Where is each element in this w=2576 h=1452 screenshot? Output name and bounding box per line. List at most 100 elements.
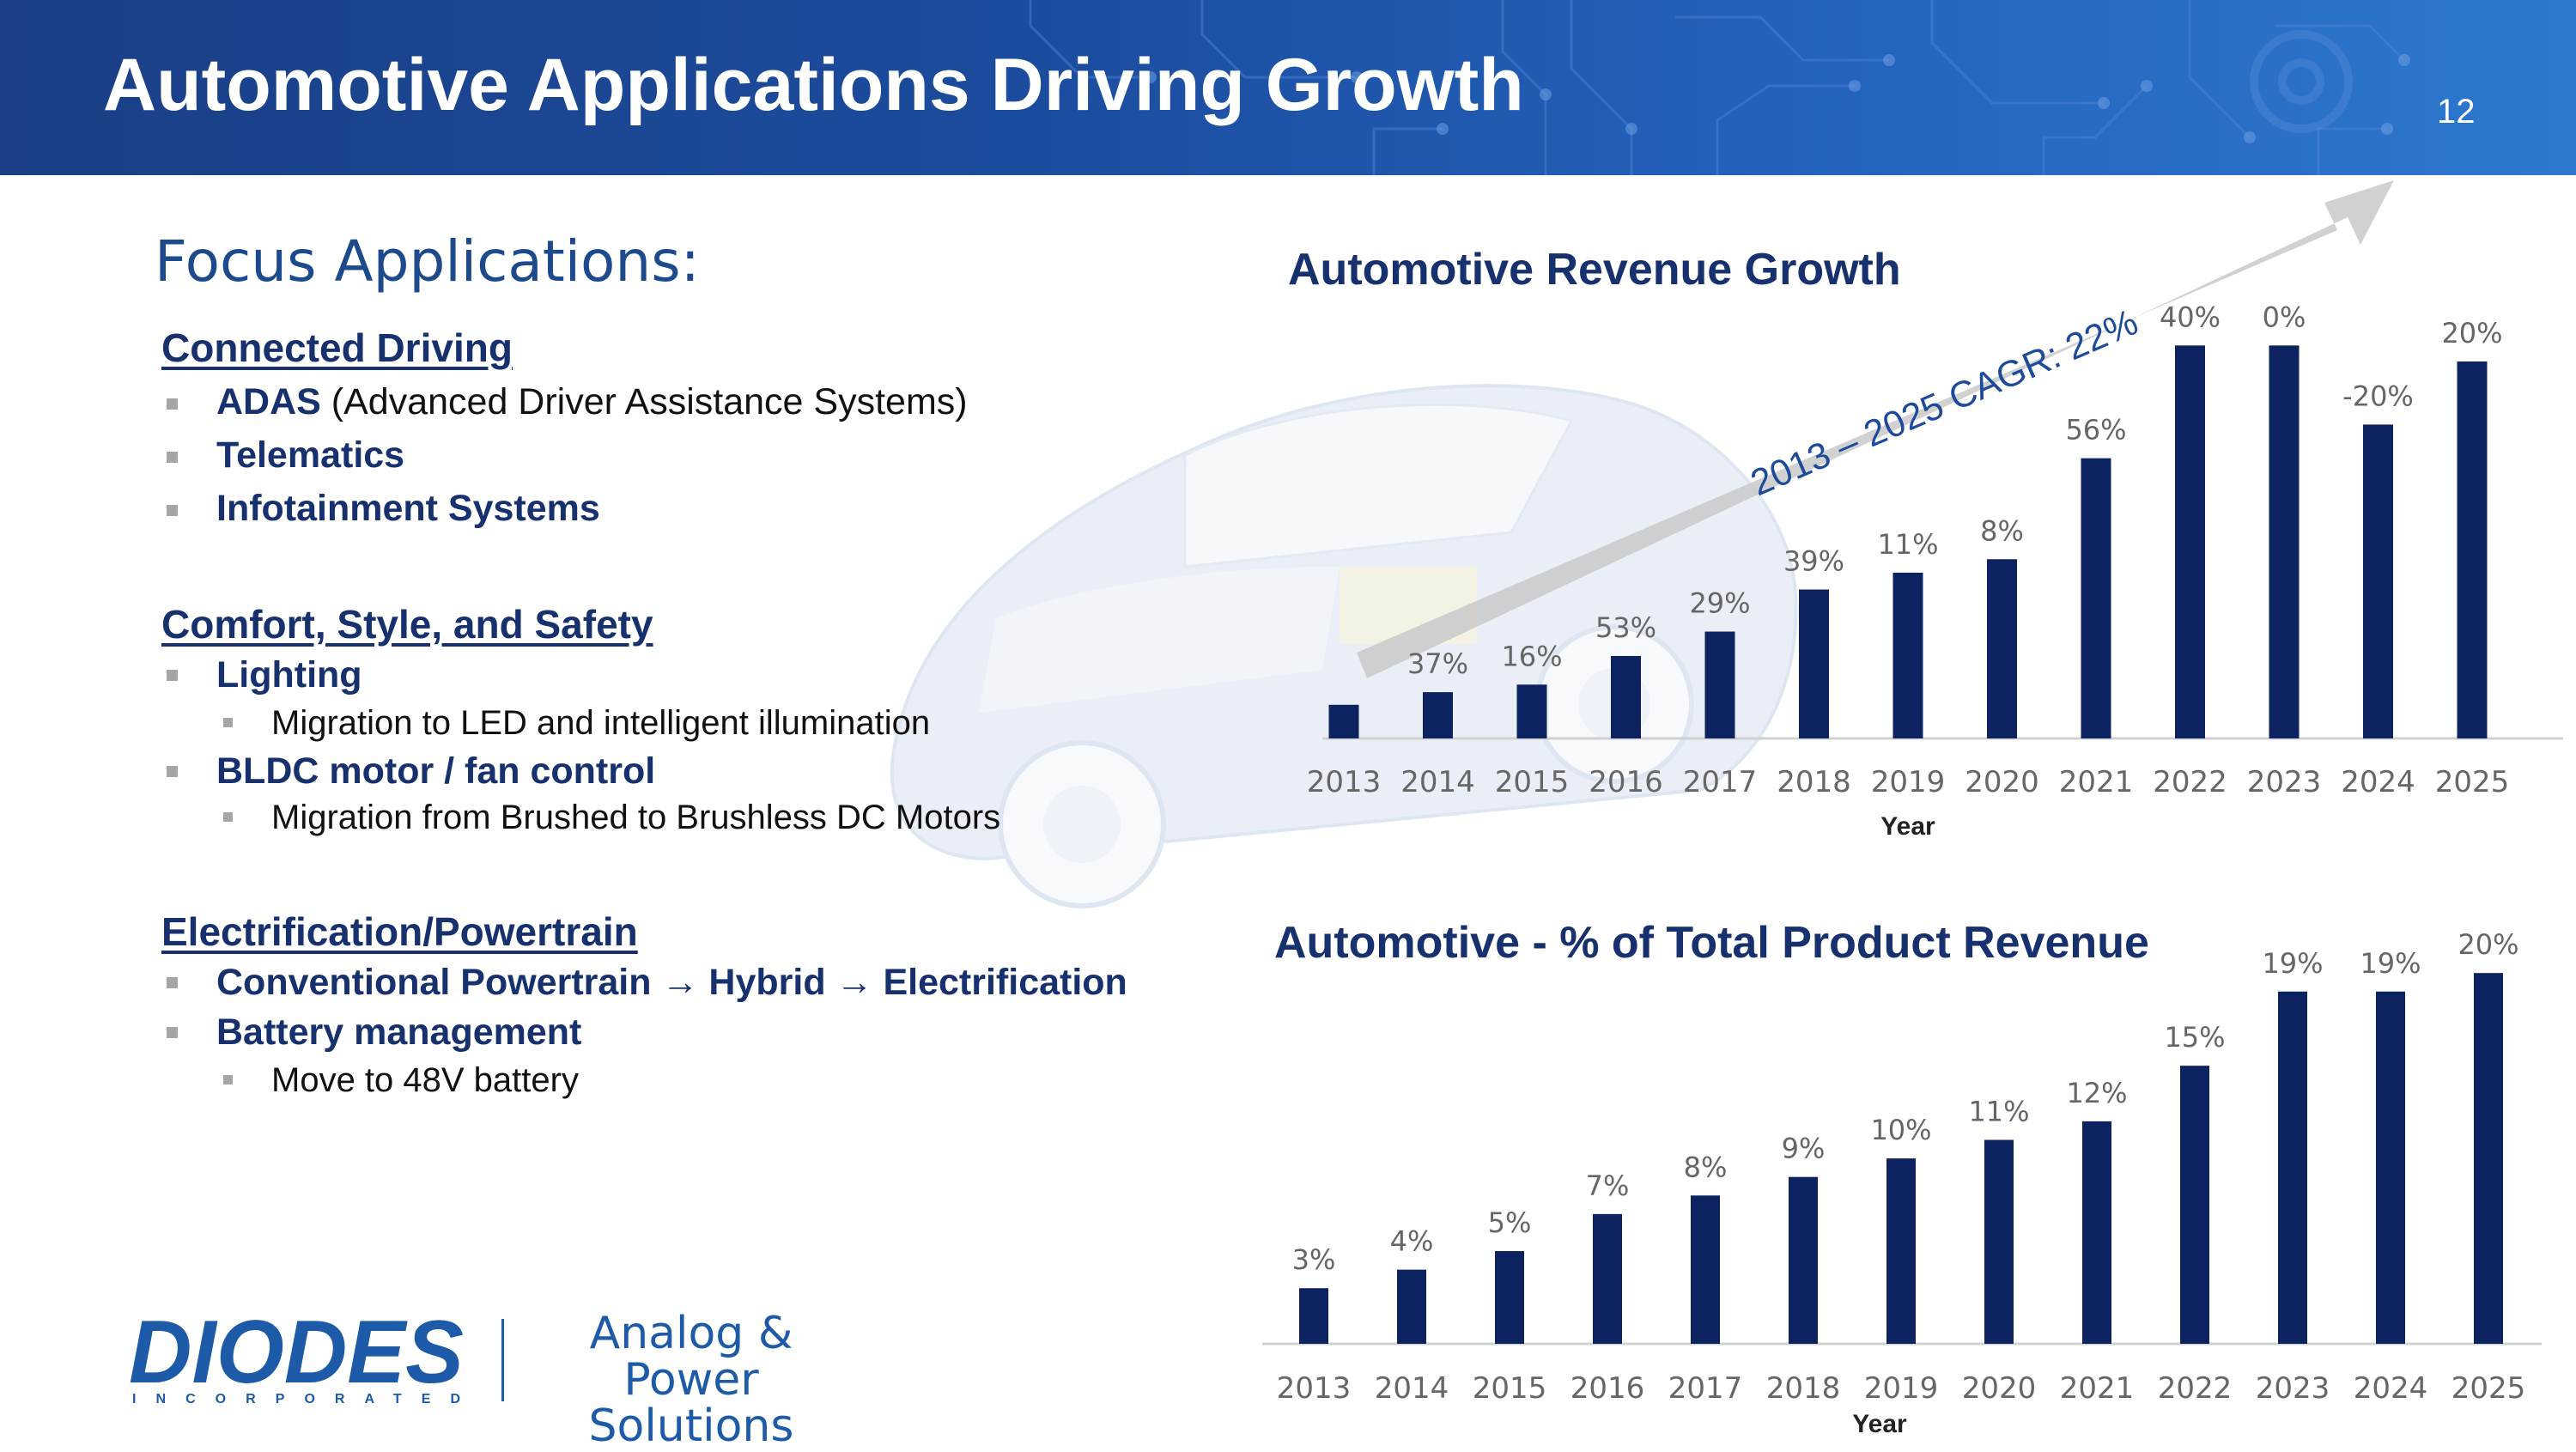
data-label: 5% xyxy=(1488,1206,1532,1239)
x-tick-label: 2019 xyxy=(1871,765,1946,799)
bar xyxy=(1984,1139,2014,1344)
gear-icon xyxy=(2250,30,2353,133)
bar xyxy=(1516,684,1547,738)
bullet-icon xyxy=(167,505,178,516)
bar xyxy=(1495,1251,1524,1344)
x-axis-title: Year xyxy=(1852,1410,1907,1438)
bar xyxy=(1987,559,2017,738)
data-label: -20% xyxy=(2342,380,2414,412)
data-label: 0% xyxy=(2263,301,2306,333)
list-item-telematics: Telematics xyxy=(216,434,404,477)
bar xyxy=(1691,1195,1720,1344)
data-label: 16% xyxy=(1501,640,1562,672)
item-bold: ADAS xyxy=(216,381,321,422)
data-label: 53% xyxy=(1595,611,1656,644)
car-illustration xyxy=(890,384,1798,908)
x-tick-label: 2025 xyxy=(2435,765,2510,799)
logo-brand: DIODES xyxy=(129,1314,464,1402)
slide-header: Automotive Applications Driving Growth 1… xyxy=(0,0,2576,175)
bullet-icon xyxy=(167,977,178,988)
x-tick-label: 2015 xyxy=(1473,1371,1547,1406)
data-label: 19% xyxy=(2262,947,2323,980)
data-label: 40% xyxy=(2160,301,2221,333)
bar xyxy=(1423,692,1453,738)
bullet-icon xyxy=(167,1027,178,1038)
data-label: 39% xyxy=(1783,545,1844,578)
tagline-line-1: Analog & Power xyxy=(589,1308,793,1406)
list-item-adas: ADAS (Advanced Driver Assistance Systems… xyxy=(216,381,968,423)
bar xyxy=(2363,424,2393,738)
x-tick-label: 2017 xyxy=(1668,1371,1743,1406)
data-label: 20% xyxy=(2441,317,2502,349)
x-tick-label: 2023 xyxy=(2247,765,2322,799)
bar xyxy=(1704,631,1735,738)
list-item-infotainment: Infotainment Systems xyxy=(216,488,600,530)
circuit-pattern xyxy=(1029,0,2410,175)
item-bold: Infotainment Systems xyxy=(216,488,600,529)
x-tick-label: 2021 xyxy=(2060,1371,2135,1406)
list-item-lighting: Lighting xyxy=(216,654,362,696)
bullet-icon xyxy=(167,398,178,410)
list-item-bldc: BLDC motor / fan control xyxy=(216,750,656,792)
focus-heading: Focus Applications: xyxy=(155,228,700,295)
bar xyxy=(2457,361,2488,738)
data-label: 29% xyxy=(1689,587,1750,620)
x-tick-label: 2018 xyxy=(1777,765,1851,799)
x-tick-label: 2020 xyxy=(1965,765,2039,799)
bar xyxy=(1299,1288,1328,1344)
x-axis-title: Year xyxy=(1880,812,1935,841)
bullet-icon xyxy=(167,670,178,681)
x-tick-label: 2020 xyxy=(1962,1371,2037,1406)
x-tick-label: 2023 xyxy=(2256,1371,2330,1406)
slide-title: Automotive Applications Driving Growth xyxy=(103,44,1524,126)
sub-item-48v: Move to 48V battery xyxy=(271,1061,579,1099)
page-number: 12 xyxy=(2437,93,2476,131)
data-label: 9% xyxy=(1782,1133,1826,1165)
section-title-connected-driving: Connected Driving xyxy=(161,325,513,370)
x-tick-label: 2021 xyxy=(2059,765,2134,799)
tagline-line-2: Solutions xyxy=(588,1400,794,1452)
bar xyxy=(1893,572,1923,738)
bar xyxy=(2474,973,2503,1344)
bar xyxy=(1799,589,1829,738)
bar xyxy=(2269,345,2300,738)
data-label: 20% xyxy=(2458,928,2518,961)
sub-item-led: Migration to LED and intelligent illumin… xyxy=(271,704,931,742)
data-label: 12% xyxy=(2066,1077,2127,1109)
sub-bullet-icon xyxy=(223,718,233,727)
bar xyxy=(1611,655,1641,738)
chart-title-percent-revenue: Automotive - % of Total Product Revenue xyxy=(1274,918,2149,968)
bar xyxy=(1328,704,1359,738)
bar xyxy=(1397,1269,1426,1344)
data-label: 4% xyxy=(1390,1225,1434,1258)
diodes-logo: DIODES INCORPORATED xyxy=(129,1314,464,1406)
x-tick-label: 2016 xyxy=(1571,1371,1645,1406)
data-label: 56% xyxy=(2065,414,2126,447)
sub-bullet-icon xyxy=(223,1075,233,1084)
data-label: 8% xyxy=(1980,514,2024,547)
x-tick-label: 2022 xyxy=(2158,1371,2233,1406)
chart-title-revenue-growth: Automotive Revenue Growth xyxy=(1288,245,1901,295)
logo-separator xyxy=(501,1319,504,1401)
bar xyxy=(1789,1176,1818,1344)
list-item-battery: Battery management xyxy=(216,1012,582,1053)
cagr-arrow xyxy=(1357,180,2394,678)
bullet-icon xyxy=(167,452,178,463)
x-tick-label: 2017 xyxy=(1683,765,1758,799)
bar xyxy=(2376,991,2405,1344)
bar xyxy=(2082,1121,2111,1344)
x-tick-label: 2013 xyxy=(1277,1371,1352,1406)
x-tick-label: 2015 xyxy=(1495,765,1570,799)
bar xyxy=(2180,1066,2209,1344)
section-title-electrification: Electrification/Powertrain xyxy=(161,909,638,954)
data-label: 7% xyxy=(1586,1169,1630,1202)
data-label: 15% xyxy=(2164,1021,2225,1054)
x-tick-label: 2024 xyxy=(2341,765,2415,799)
x-tick-label: 2014 xyxy=(1400,765,1475,799)
bullet-icon xyxy=(167,766,178,777)
data-label: 19% xyxy=(2360,947,2421,980)
sub-bullet-icon xyxy=(223,812,233,822)
x-tick-label: 2018 xyxy=(1766,1371,1841,1406)
x-tick-label: 2016 xyxy=(1589,765,1663,799)
x-tick-label: 2013 xyxy=(1307,765,1382,799)
